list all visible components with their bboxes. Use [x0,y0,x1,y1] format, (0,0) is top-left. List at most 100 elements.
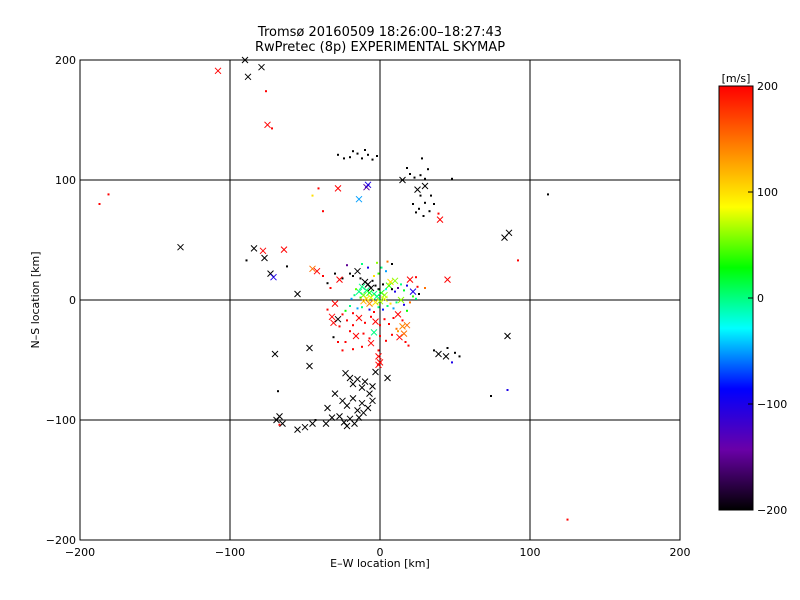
point-cross [360,409,367,417]
point-dot [322,210,324,213]
point-cross [394,311,402,318]
point-dot [424,287,426,289]
point-dot [415,276,417,279]
point-dot [352,150,354,153]
point-dot [412,203,414,205]
point-cross-stroke [397,296,405,304]
point-dot [377,272,380,275]
point-cross [406,276,414,283]
point-cross-stroke [421,182,429,190]
point-dot [245,259,248,262]
point-cross-stroke [399,176,406,184]
point-cross-stroke [366,390,373,397]
point-cross [313,267,321,275]
point-cross [384,374,391,382]
point-dot [391,333,393,336]
point-dot [271,127,273,130]
point-cross [399,323,406,330]
point-dot [418,207,420,210]
point-dot [377,349,380,352]
point-cross-stroke [373,293,381,300]
point-dot [350,297,353,300]
point-cross-stroke [355,288,363,295]
point-dot [376,261,378,264]
point-dot [433,203,435,205]
point-cross-stroke [436,216,444,223]
point-cross-stroke [354,375,361,383]
point-dot [332,336,335,339]
colorbar-tick-label: −100 [757,398,787,411]
point-cross-stroke [444,276,451,283]
point-dot [379,335,381,337]
point-cross-stroke [270,273,277,281]
point-dot [341,313,344,316]
point-cross [328,414,336,421]
point-cross [403,321,411,329]
colorbar-tick-label: 200 [757,80,778,93]
point-dot [404,341,407,343]
point-dot [326,282,329,285]
point-dot [566,518,569,521]
point-cross-stroke [370,329,378,336]
point-cross [177,243,184,251]
point-cross [354,375,361,383]
point-dot [391,288,393,291]
point-cross-stroke [306,362,313,370]
point-cross [396,333,403,341]
point-dot [379,324,381,327]
point-dot [422,215,425,217]
point-cross [361,378,369,385]
point-dot [419,194,422,197]
point-cross [373,293,381,300]
point-cross [214,67,222,75]
point-dot [377,306,380,309]
point-dot [382,308,384,311]
point-cross [381,295,388,303]
colorbar-tick-label: 0 [757,292,764,305]
point-dot [341,277,344,280]
point-dot [346,264,348,267]
point-cross [334,185,342,192]
point-dot [395,327,398,330]
point-cross [364,181,372,189]
point-cross [366,300,373,307]
point-cross [331,390,339,397]
point-dot [337,153,339,156]
point-cross [366,289,373,297]
point-dot [451,361,453,364]
point-cross [261,254,268,262]
point-cross-stroke [367,284,375,292]
x-axis: −200 −100 0 100 200 [65,535,691,559]
point-cross-stroke [346,415,354,423]
point-cross-stroke [309,265,316,273]
y-axis-label: N–S location [km] [29,251,42,348]
point-dot [517,259,519,262]
colorbar-tick-label: −200 [757,504,787,517]
point-dot [349,272,351,275]
point-cross [331,300,339,307]
point-cross [358,399,366,407]
point-cross [346,374,354,382]
point-dot [370,315,372,318]
point-cross [258,63,265,71]
point-dot [433,349,435,352]
point-dot [547,193,549,196]
point-dot [419,174,422,177]
y-tick-label: 100 [55,174,76,187]
point-dot [377,288,380,291]
point-cross [360,297,367,305]
point-cross [369,383,376,390]
point-dot [338,325,341,328]
point-dot [344,341,347,343]
point-dot [355,288,357,291]
point-cross-stroke [406,276,414,283]
point-cross-stroke [294,290,301,298]
point-cross-stroke [324,404,331,412]
point-cross-stroke [364,281,372,288]
point-cross [273,416,280,424]
point-dot [341,349,344,352]
point-cross-stroke [400,330,408,337]
point-cross [400,330,408,337]
point-dot [107,193,110,196]
point-cross [351,420,358,427]
